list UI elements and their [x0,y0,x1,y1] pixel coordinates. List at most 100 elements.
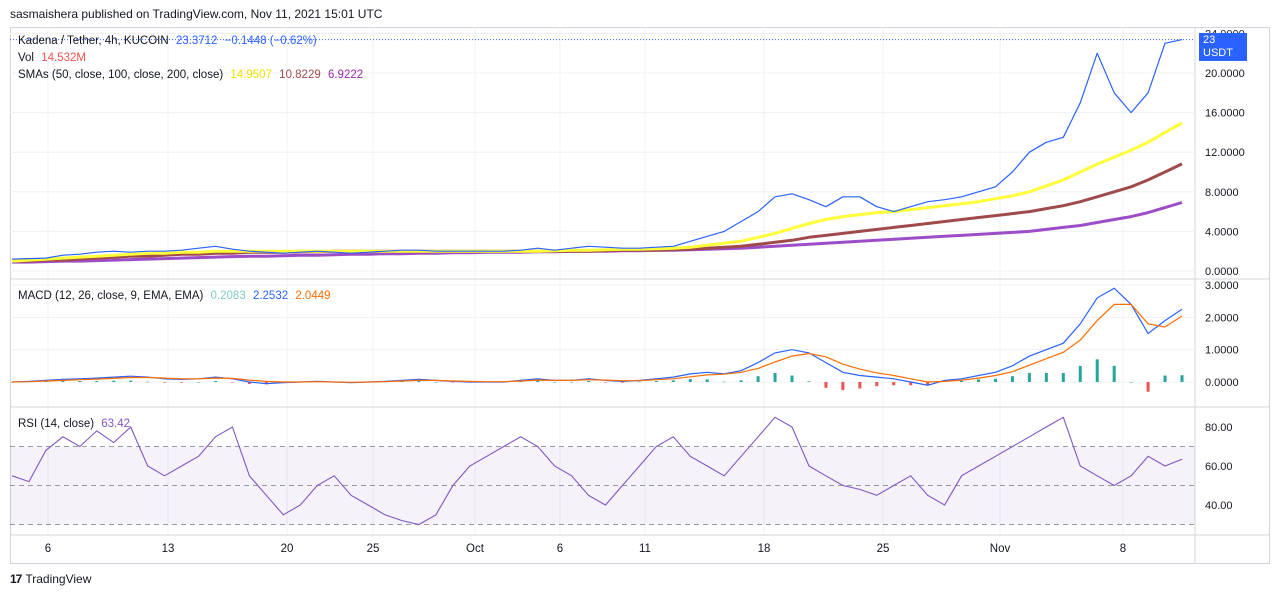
legend-sma: SMAs (50, close, 100, close, 200, close)… [18,69,367,81]
macd-histogram-bar [858,382,862,389]
macd-histogram-bar [129,380,133,382]
macd-histogram-bar [451,382,455,383]
macd-histogram-bar [773,372,777,382]
macd-histogram-bar [78,381,82,382]
publisher-line: sasmaishera published on TradingView.com… [10,7,383,21]
macd-histogram-bar [434,382,438,383]
macd-histogram-bar [587,381,591,382]
macd-histogram-bar [960,380,964,382]
macd-histogram-bar [197,382,201,383]
rsi-y-tick-label: 60.00 [1205,461,1233,473]
x-tick-label: Nov [990,543,1011,555]
legend-symbol[interactable]: Kadena / Tether, 4h, KUCOIN [18,35,169,47]
chart-frame [10,27,1270,564]
macd-histogram-bar [180,382,184,383]
macd-histogram-bar [1163,375,1167,382]
price-tag-countdown: 57:25 [1203,60,1231,72]
footer-brand-text: TradingView [25,572,92,586]
x-tick-label: 25 [367,543,380,555]
macd-histogram-bar [1044,372,1048,382]
price-tag-value: 23 [1203,34,1216,46]
macd-y-tick-label: 0.0000 [1205,377,1239,389]
macd-histogram-bar [790,375,794,382]
macd-histogram-bar [95,381,99,382]
macd-y-tick-label: 2.0000 [1205,312,1239,324]
x-tick-label: 25 [877,543,890,555]
macd-histogram-bar [892,382,896,386]
series-line-signal [11,303,1183,383]
macd-histogram-bar [1010,376,1014,382]
macd-histogram-bar [841,382,845,391]
macd-histogram-bar [875,382,879,387]
legend-sma100-value: 10.8229 [279,69,321,81]
macd-histogram-bar [10,382,14,383]
main-y-tick-label: 12.0000 [1205,147,1245,159]
macd-histogram-bar [756,376,760,382]
legend-rsi-value: 63.42 [101,418,131,430]
legend-macd: MACD (12, 26, close, 9, EMA, EMA) 0.2083… [18,290,335,302]
macd-histogram-bar [1180,375,1184,382]
legend-price: 23.3712 [175,35,218,47]
legend-main: Kadena / Tether, 4h, KUCOIN 23.3712 −0.1… [18,35,321,47]
macd-histogram-bar [1027,372,1031,382]
x-tick-label: 13 [162,543,175,555]
legend-rsi: RSI (14, close) 63.42 [18,418,134,430]
macd-histogram-bar [993,378,997,382]
macd-histogram-bar [637,381,641,383]
main-y-tick-label: 4.0000 [1205,226,1239,238]
legend-sma50-value: 14.9507 [230,69,272,81]
legend-vol: Vol 14.532M [18,52,90,64]
macd-histogram-bar [654,381,658,382]
price-tag-unit: USDT [1203,47,1233,59]
x-tick-label: 20 [281,543,294,555]
legend-sma-label[interactable]: SMAs (50, close, 100, close, 200, close) [18,69,224,81]
macd-histogram-bar [807,381,811,382]
rsi-band [10,446,1195,525]
macd-histogram-bar [824,382,828,388]
series-line-macd [11,287,1183,386]
macd-histogram-bar [722,381,726,383]
legend-vol-value: 14.532M [41,52,86,64]
main-y-tick-label: 20.0000 [1205,68,1245,80]
legend-macd-value: 2.2532 [252,290,289,302]
series-line-rsi [11,416,1183,526]
legend-rsi-label[interactable]: RSI (14, close) [18,418,95,430]
macd-histogram-bar [400,381,404,382]
main-y-tick-label: 0.0000 [1205,266,1239,278]
macd-histogram-bar [163,382,167,383]
macd-histogram-bar [61,381,65,382]
macd-histogram-bar [1061,372,1065,382]
macd-histogram-bar [112,380,116,382]
macd-histogram-bar [705,379,709,382]
x-tick-label: 18 [758,543,771,555]
macd-y-tick-label: 1.0000 [1205,345,1239,357]
legend-vol-label[interactable]: Vol [18,52,34,64]
legend-sma200-value: 6.9222 [327,69,364,81]
x-tick-label: 6 [557,543,563,555]
macd-histogram-bar [146,381,150,383]
macd-histogram-bar [213,381,217,382]
rsi-y-tick-label: 80.00 [1205,422,1233,434]
macd-histogram-bar [519,381,523,382]
tradingview-logo-icon: 17 [10,572,22,586]
main-y-tick-label: 8.0000 [1205,187,1239,199]
macd-histogram-bar [671,380,675,382]
macd-histogram-bar [739,380,743,382]
macd-histogram-bar [977,379,981,382]
x-tick-label: 8 [1120,543,1126,555]
macd-histogram-bar [417,381,421,382]
macd-histogram-bar [1112,365,1116,382]
macd-histogram-bar [1146,382,1150,392]
macd-histogram-bar [909,382,913,386]
macd-histogram-bar [1078,365,1082,382]
footer-brand[interactable]: 17 TradingView [10,572,91,586]
macd-y-tick-label: 3.0000 [1205,280,1239,292]
x-tick-label: Oct [466,543,485,555]
series-line-kadena-tether [11,39,1183,260]
series-line-sma-50 [11,121,1183,263]
macd-histogram-bar [247,382,251,384]
chart-canvas[interactable]: 0.00004.00008.000012.000016.000020.00002… [10,27,1270,564]
macd-histogram-bar [1095,359,1099,382]
legend-macd-label[interactable]: MACD (12, 26, close, 9, EMA, EMA) [18,290,204,302]
macd-histogram-bar [620,382,624,383]
